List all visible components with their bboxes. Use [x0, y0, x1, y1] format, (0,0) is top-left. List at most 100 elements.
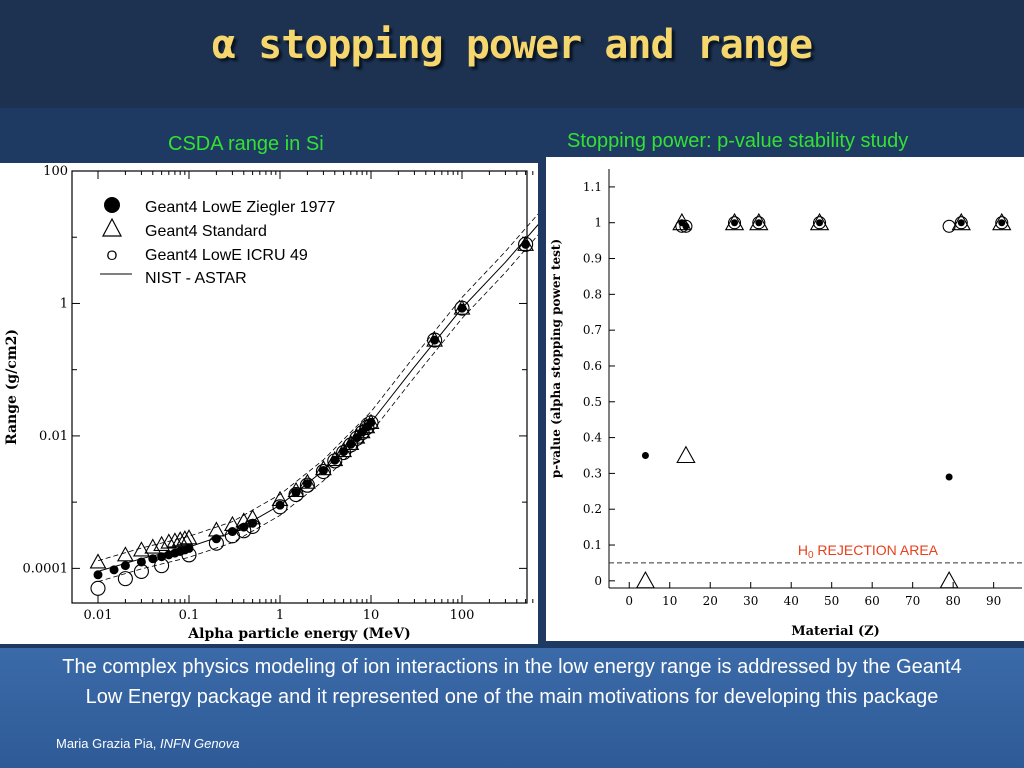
legend-icru-marker: O — [107, 247, 118, 263]
sp-point-open-circle — [752, 216, 766, 230]
rejection-area-annotation: H0 REJECTION AREA — [798, 542, 939, 561]
range-point-open-circle — [315, 463, 331, 480]
sp-y-tick-label: 0.9 — [583, 252, 602, 266]
range-point-filled-circle — [346, 439, 356, 449]
range-point-open-triangle — [180, 529, 198, 545]
sp-point-open-triangle — [951, 212, 971, 231]
range-point-open-circle — [272, 499, 288, 515]
sp-y-tick-label: 0 — [594, 574, 602, 588]
sp-point-filled-circle — [945, 473, 953, 481]
slide-caption: The complex physics modeling of ion inte… — [62, 656, 962, 708]
range-point-open-triangle — [207, 521, 225, 537]
sp-y-tick-label: 1.1 — [583, 180, 602, 194]
sp-x-tick-label: 10 — [662, 594, 677, 608]
range-point-open-triangle — [132, 541, 150, 557]
legend-entry-label: Geant4 LowE ICRU 49 — [145, 247, 308, 264]
sp-point-open-triangle — [635, 570, 656, 589]
range-point-filled-circle — [330, 455, 340, 465]
range-y-axis-label: Range (g/cm2) — [4, 329, 20, 445]
sp-y-tick-label: 0.6 — [583, 359, 602, 373]
sp-y-tick-label: 0.1 — [583, 538, 602, 552]
range-point-filled-circle — [136, 557, 146, 567]
range-point-filled-circle — [248, 518, 258, 528]
title-text: stopping power and range — [258, 22, 813, 68]
sp-point-filled-circle — [641, 451, 649, 459]
sp-point-open-triangle — [992, 212, 1012, 231]
range-point-filled-circle — [366, 417, 376, 427]
range-point-filled-circle — [430, 335, 440, 345]
sp-y-tick-label: 0.7 — [583, 323, 602, 337]
range-point-filled-circle — [109, 565, 119, 575]
legend-standard-marker — [102, 217, 122, 237]
range-point-filled-circle — [457, 303, 467, 313]
sp-x-tick-label: 30 — [743, 594, 758, 608]
sp-point-filled-circle — [731, 219, 739, 227]
range-x-axis-label: Alpha particle energy (MeV) — [187, 626, 410, 642]
sp-point-filled-circle — [682, 222, 690, 230]
sp-x-tick-label: 40 — [784, 594, 799, 608]
sp-point-filled-circle — [755, 219, 763, 227]
sp-point-open-circle — [942, 219, 956, 233]
sp-point-open-triangle — [676, 445, 696, 464]
range-point-open-triangle — [116, 546, 134, 562]
sp-x-tick-label: 80 — [946, 594, 961, 608]
range-point-open-triangle — [166, 532, 184, 548]
range-point-open-triangle — [160, 533, 178, 549]
sp-point-open-triangle — [749, 212, 769, 231]
stopping-chart-panel: 0 0.1 0.2 0.3 0.4 0.5 0.6 0.7 0.8 0.9 1 1.1 0 10 20 30 4… — [546, 157, 1024, 641]
footer-author: Maria Grazia Pia, — [56, 736, 161, 751]
range-point-filled-circle — [239, 522, 249, 532]
range-panel-title: CSDA range in Si — [168, 133, 324, 155]
range-y-tick-label: 100 — [43, 164, 68, 179]
footer-affiliation: INFN Genova — [160, 736, 240, 751]
sp-x-tick-label: 60 — [865, 594, 880, 608]
range-point-open-circle — [299, 477, 315, 493]
range-point-open-circle — [90, 580, 106, 596]
range-point-filled-circle — [157, 552, 167, 562]
sp-x-axis-label: Material (Z) — [791, 624, 880, 639]
range-y-tick-label: 1 — [60, 296, 68, 311]
legend-ziegler-marker — [104, 197, 120, 213]
sp-point-open-triangle — [672, 212, 692, 231]
range-point-filled-circle — [291, 487, 301, 497]
range-point-filled-circle — [227, 527, 237, 537]
sp-y-tick-label: 0.5 — [583, 395, 602, 409]
sp-point-open-circle — [995, 216, 1009, 230]
sp-x-tick-label: 70 — [905, 594, 920, 608]
lower-dashed-envelope — [97, 217, 554, 583]
legend-entry-label: Geant4 LowE Ziegler 1977 — [145, 199, 335, 216]
range-point-filled-circle — [521, 239, 531, 249]
title-alpha-symbol: α — [211, 22, 236, 68]
range-x-tick-label: 0.01 — [84, 608, 113, 623]
range-point-filled-circle — [120, 561, 130, 571]
sp-y-tick-label: 0.2 — [583, 502, 602, 516]
stopping-panel-title: Stopping power: p-value stability study — [567, 130, 909, 152]
slide-title: α stopping power and range — [0, 22, 1024, 68]
sp-point-open-triangle — [724, 212, 745, 231]
range-point-open-circle — [117, 571, 133, 587]
footer: Maria Grazia Pia, INFN Genova — [56, 736, 240, 751]
range-point-filled-circle — [93, 570, 103, 580]
sp-y-axis-label: p-value (alpha stopping power test) — [549, 239, 563, 478]
sp-point-open-circle — [812, 216, 827, 230]
sp-point-open-circle — [727, 216, 742, 230]
caption-band — [0, 648, 1024, 768]
sp-y-tick-label: 0.8 — [583, 287, 602, 301]
legend-entry-label: NIST - ASTAR — [145, 270, 247, 287]
sp-point-filled-circle — [998, 219, 1006, 227]
sp-point-filled-circle — [957, 219, 965, 227]
sp-point-open-circle — [954, 216, 968, 230]
sp-point-filled-circle — [816, 219, 824, 227]
range-x-tick-label: 0.1 — [179, 608, 200, 623]
sp-x-tick-label: 0 — [625, 594, 633, 608]
range-point-filled-circle — [148, 554, 158, 564]
range-y-tick-label: 0.0001 — [23, 561, 69, 576]
range-point-filled-circle — [302, 479, 312, 489]
stopping-power-chart: 0 0.1 0.2 0.3 0.4 0.5 0.6 0.7 0.8 0.9 1 1.1 0 10 20 30 4… — [549, 169, 1022, 639]
sp-y-tick-label: 0.4 — [583, 431, 602, 445]
range-point-open-triangle — [176, 530, 194, 546]
range-point-open-circle — [133, 563, 149, 579]
